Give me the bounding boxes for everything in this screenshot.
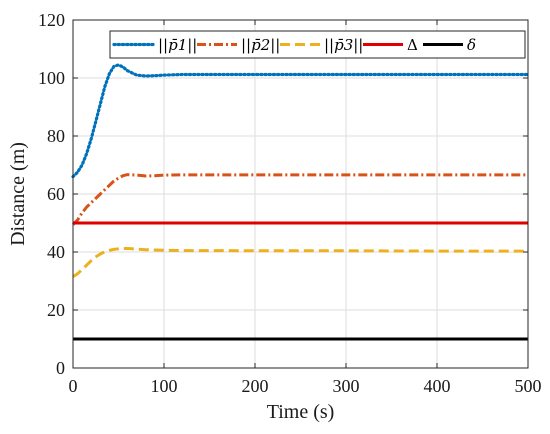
legend-label-1: ||p̄2|| — [241, 36, 280, 54]
series-line-0 — [71, 63, 530, 179]
legend-label-4: δ — [467, 36, 476, 54]
legend-label-0: ||p̄1|| — [158, 36, 197, 54]
y-axis-label: Distance (m) — [7, 142, 29, 246]
x-axis-label: Time (s) — [267, 401, 335, 423]
y-tick-label: 20 — [47, 300, 65, 320]
x-tick-label: 0 — [69, 376, 78, 396]
y-tick-label: 80 — [47, 126, 65, 146]
x-tick-label: 300 — [333, 376, 360, 396]
series-lines — [71, 63, 530, 341]
x-tick-label: 200 — [242, 376, 269, 396]
y-tick-label: 40 — [47, 242, 65, 262]
x-tick-label: 500 — [515, 376, 542, 396]
y-tick-label: 120 — [38, 10, 65, 30]
y-tick-label: 100 — [38, 68, 65, 88]
series-line-1 — [71, 173, 528, 226]
x-tick-label: 400 — [424, 376, 451, 396]
x-tick-label: 100 — [151, 376, 178, 396]
y-tick-label: 60 — [47, 184, 65, 204]
legend-label-3: Δ — [407, 36, 418, 54]
legend-label-2: ||p̄3|| — [324, 36, 363, 54]
axis-ticks: 0 100 200 300 400 500 0 20 40 60 80 100 120 — [38, 10, 542, 396]
series-line-2 — [72, 247, 528, 278]
y-tick-label: 0 — [56, 358, 65, 378]
